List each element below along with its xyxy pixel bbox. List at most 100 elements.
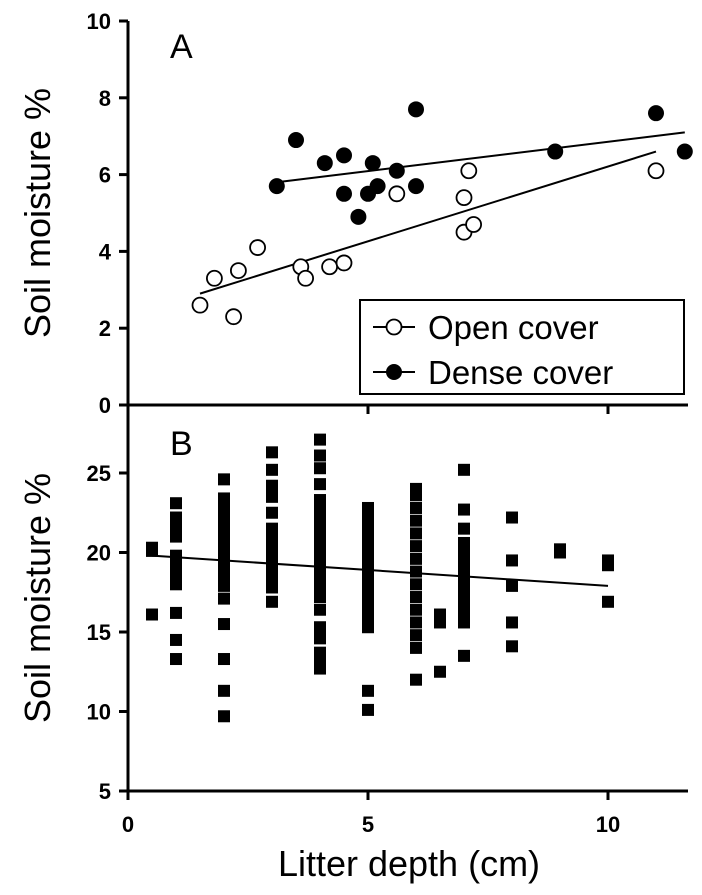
panel-b-point	[362, 501, 374, 514]
panel-a-fit-lines	[199, 131, 685, 295]
panel-b-x-tick-label: 10	[596, 812, 620, 837]
panel-b-point	[434, 608, 446, 621]
dense-cover-point	[268, 178, 285, 195]
dense-cover-point	[547, 143, 564, 160]
panel-b-point	[266, 522, 278, 535]
panel-b-point	[554, 543, 566, 556]
panel-b-point	[218, 592, 230, 605]
panel-b-point	[410, 673, 422, 686]
dense-cover-point	[316, 155, 333, 172]
panel-b-point	[410, 501, 422, 514]
panel-b-point	[218, 492, 230, 505]
dense-cover-point	[369, 178, 386, 195]
dense-cover-point	[336, 185, 352, 202]
panel-b-point	[410, 514, 422, 527]
panel-b-point	[458, 546, 470, 559]
panel-b-point	[314, 494, 326, 507]
panel-a-y-tick-label: 2	[99, 316, 111, 341]
panel-b-y-tick-label: 20	[87, 541, 111, 566]
panel-b-point	[410, 616, 422, 629]
panel-b-point	[314, 433, 326, 446]
panel-a-y-tick-label: 8	[99, 86, 111, 111]
panel-b-point	[362, 611, 374, 624]
panel-b-point	[458, 565, 470, 578]
legend: Open cover Dense cover	[359, 299, 685, 395]
open-cover-point	[297, 269, 315, 287]
panel-b-label: B	[170, 425, 193, 463]
panel-b-point	[458, 616, 470, 629]
panel-b-point	[314, 591, 326, 604]
open-cover-point	[455, 189, 473, 207]
panel-b-x-tick-label: 5	[362, 812, 374, 837]
panel-b-point	[266, 446, 278, 459]
panel-a-y-ticks: 0 2 4 6 8 10	[87, 9, 128, 418]
panel-a-y-tick-label: 0	[99, 393, 111, 418]
panel-b-y-tick-label: 10	[87, 700, 111, 725]
open-cover-point	[191, 296, 209, 314]
panel-b-point	[458, 584, 470, 597]
legend-open-marker	[385, 318, 403, 336]
dense-cover-point	[408, 101, 424, 118]
panel-b-point	[458, 556, 470, 569]
panel-b-point	[170, 549, 182, 562]
panel-b-points	[146, 433, 614, 723]
panel-b-point	[506, 511, 518, 524]
open-cover-point	[229, 262, 247, 280]
open-cover-point	[205, 269, 223, 287]
panel-b-y-ticks: 5 10 15 20 25	[87, 461, 128, 804]
panel-b-point	[506, 554, 518, 567]
dense-cover-point	[288, 132, 304, 149]
panel-b-point	[314, 621, 326, 634]
x-axis-title: Litter depth (cm)	[278, 843, 540, 884]
panel-b-point	[410, 552, 422, 565]
panel-b-point	[362, 591, 374, 604]
panel-b-point	[602, 595, 614, 608]
panel-b-point	[410, 591, 422, 604]
panel-b-point	[506, 640, 518, 653]
panel-b-point	[362, 600, 374, 613]
panel-b-point	[314, 478, 326, 491]
legend-open-label: Open cover	[428, 309, 599, 346]
panel-a-y-tick-label: 10	[87, 9, 111, 34]
open-cover-point	[460, 162, 478, 180]
panel-b-point	[458, 522, 470, 535]
legend-dense-marker	[386, 364, 402, 380]
panel-b-point	[218, 618, 230, 631]
open-cover-point	[225, 308, 243, 326]
panel-b-point	[506, 579, 518, 592]
panel-b-x-tick-label: 0	[122, 812, 134, 837]
panel-b-x-ticks: 0 5 10	[122, 791, 620, 837]
panel-b-point	[458, 649, 470, 662]
panel-b-point	[314, 501, 326, 514]
panel-a-points	[191, 101, 693, 326]
panel-b-point	[170, 522, 182, 535]
panel-b-point	[410, 540, 422, 553]
panel-b-point	[410, 629, 422, 642]
panel-a-y-title: Soil moisture %	[17, 88, 58, 338]
dense-cover-point	[336, 147, 352, 164]
panel-b-point	[218, 653, 230, 666]
open-cover-point	[249, 239, 267, 256]
panel-b-point	[458, 594, 470, 607]
panel-b-point	[410, 565, 422, 578]
panel-b-point	[602, 554, 614, 567]
legend-box	[359, 299, 685, 395]
panel-b-point	[266, 463, 278, 476]
panel-b-point	[458, 536, 470, 549]
panel-b-point	[314, 462, 326, 475]
dense-cover-point	[388, 162, 405, 179]
panel-b-point	[314, 603, 326, 616]
panel-b-point	[314, 632, 326, 645]
panel-b-point	[266, 506, 278, 519]
open-cover-point	[388, 185, 406, 203]
panel-b-point	[362, 621, 374, 634]
panel-b-point	[266, 533, 278, 546]
legend-dense-label: Dense cover	[428, 354, 613, 391]
panel-b-point	[458, 503, 470, 516]
dense-cover-point	[648, 105, 664, 122]
panel-b-point	[266, 479, 278, 492]
panel-b-y-tick-label: 15	[87, 620, 111, 645]
panel-b-point	[170, 606, 182, 619]
